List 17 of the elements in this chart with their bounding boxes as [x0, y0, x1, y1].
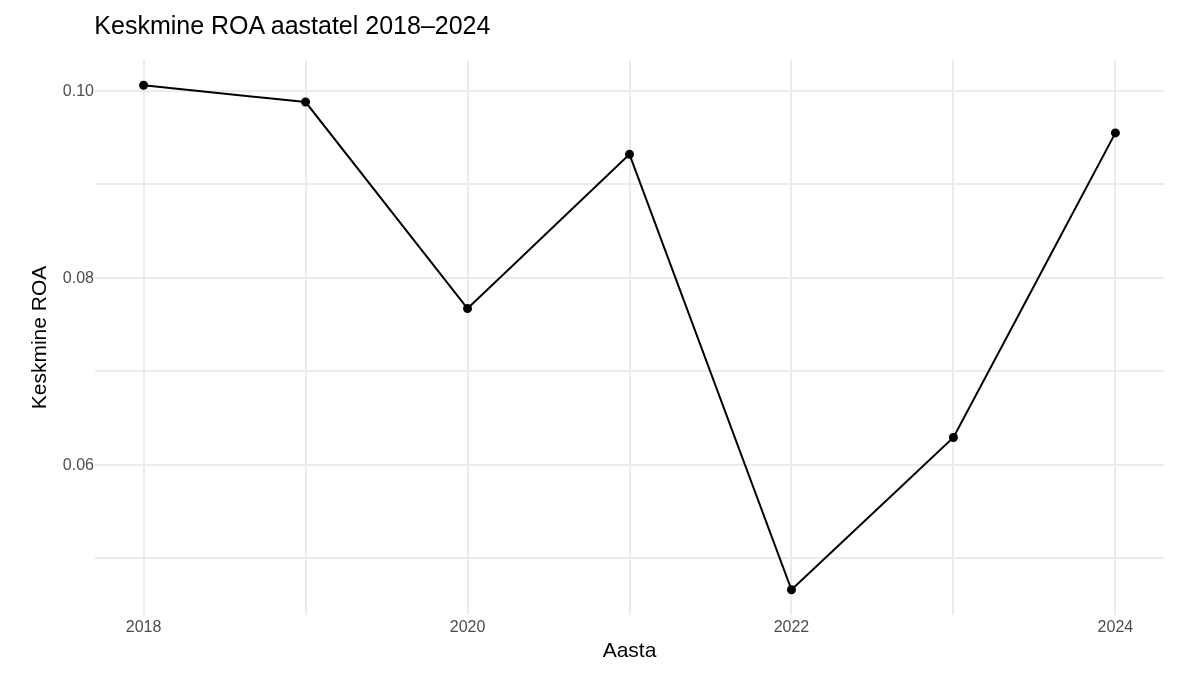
y-tick-label: 0.10	[62, 82, 95, 100]
x-tick-label: 2018	[125, 618, 162, 635]
y-tick-label: 0.06	[62, 456, 95, 474]
x-tick-label: 2022	[773, 618, 810, 635]
point	[139, 80, 149, 90]
x-axis-title: Aasta	[602, 638, 657, 662]
point	[463, 304, 473, 314]
y-axis-title: Keskmine ROA	[27, 265, 51, 410]
point	[1110, 128, 1120, 138]
point	[948, 432, 958, 442]
point	[301, 97, 311, 107]
point	[625, 149, 634, 159]
x-tick-label: 2024	[1097, 618, 1134, 635]
point	[786, 585, 796, 595]
y-tick-label: 0.08	[62, 269, 95, 287]
x-tick-label: 2020	[449, 618, 486, 635]
chart-title: Keskmine ROA aastatel 2018–2024	[94, 11, 491, 40]
